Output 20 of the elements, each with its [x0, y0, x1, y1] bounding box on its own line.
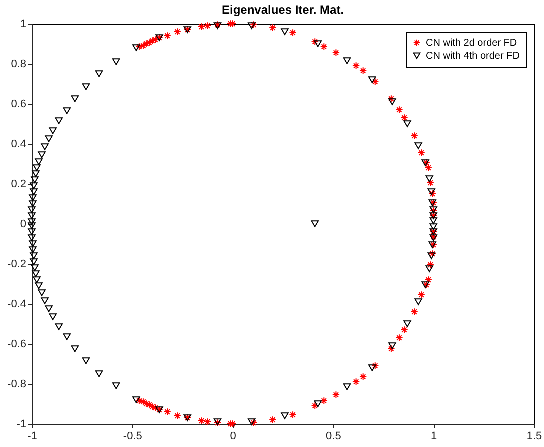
x-tick-label: 1.5	[526, 430, 542, 442]
legend-label: CN with 2d order FD	[426, 38, 518, 49]
x-tick-label: 1	[431, 430, 438, 442]
y-tick-label: 1	[20, 18, 26, 30]
x-tick-label: -1	[28, 430, 38, 442]
y-tick-label: -0.2	[8, 258, 26, 270]
x-tick-label: 0	[230, 430, 236, 442]
y-tick-label: 0	[20, 218, 26, 230]
y-tick-label: 0.6	[11, 98, 26, 110]
chart-title: Eigenvalues Iter. Mat.	[222, 3, 344, 17]
x-tick-label: 0.5	[326, 430, 342, 442]
y-tick-label: 0.2	[11, 178, 26, 190]
y-tick-label: -0.6	[8, 338, 26, 350]
x-tick-label: -0.5	[123, 430, 142, 442]
legend-label: CN with 4th order FD	[426, 51, 520, 62]
y-tick-label: -0.8	[8, 378, 26, 390]
y-tick-label: 0.8	[11, 58, 26, 70]
y-tick-label: -0.4	[8, 298, 26, 310]
y-tick-label: 0.4	[11, 138, 26, 150]
y-tick-label: -1	[16, 418, 26, 430]
